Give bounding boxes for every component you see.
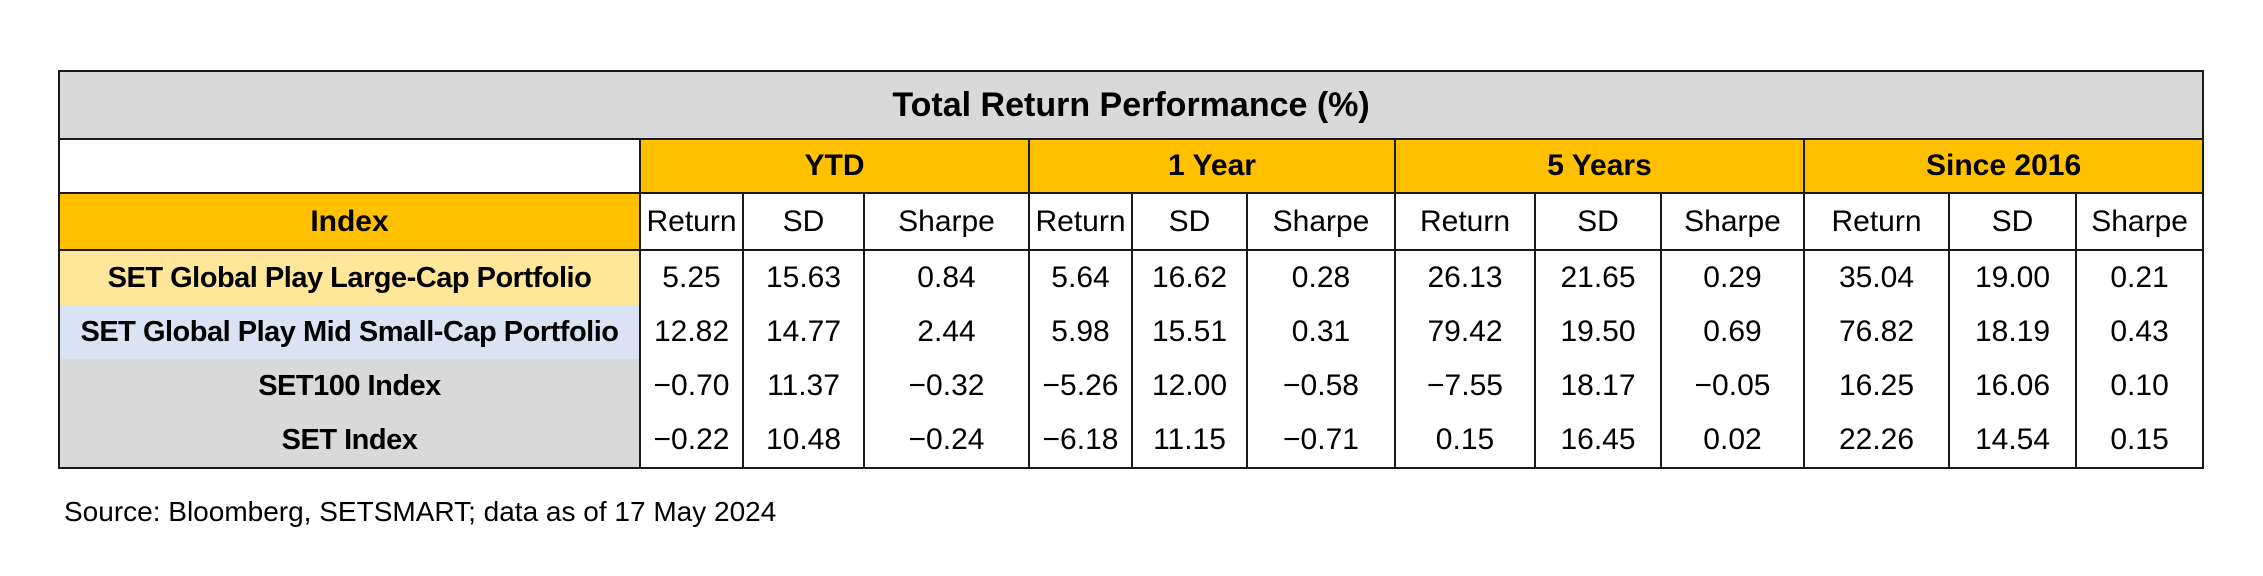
table-cell: 15.51 xyxy=(1151,315,1228,348)
period-header-5-years: 5 Years xyxy=(1394,138,1805,194)
table-cell: −5.26 xyxy=(1028,359,1133,413)
table-cell: 14.77 xyxy=(765,315,842,348)
metric-header-sharpe: Sharpe xyxy=(1660,193,1805,251)
metric-header-sharpe: Sharpe xyxy=(2074,193,2205,251)
row-label: SET100 Index xyxy=(58,359,641,413)
table-cell: −0.32 xyxy=(863,359,1030,413)
metric-header-sd: SD xyxy=(1132,193,1247,251)
table-cell: 0.43 xyxy=(2074,305,2205,359)
metric-header-return: Return xyxy=(639,193,744,251)
table-title: Total Return Performance (%) xyxy=(57,70,2205,140)
table-cell: 14.54 xyxy=(1949,413,2076,469)
table-cell: 16.62 xyxy=(1151,261,1228,294)
index-column-header: Index xyxy=(58,192,641,251)
table-row: SET Index −0.22 10.48 −0.24 −6.18 11.15 −0.71 0… xyxy=(58,413,2205,469)
metric-header-sd: SD xyxy=(1535,193,1661,251)
table-cell: 12.00 xyxy=(1151,369,1228,402)
table-cell: 5.98 xyxy=(1028,305,1133,359)
table-cell: 2.44 xyxy=(863,305,1030,359)
period-header-since-2016: Since 2016 xyxy=(1802,138,2205,194)
table-cell: 11.15 xyxy=(1132,413,1247,469)
table-cell: 5.25 xyxy=(639,250,744,305)
metric-header-sd: SD xyxy=(1949,193,2076,251)
metric-header-return: Return xyxy=(1803,193,1950,251)
table-cell: 18.17 xyxy=(1560,369,1636,402)
table-cell: 0.21 xyxy=(2074,250,2205,305)
performance-table: Total Return Performance (%) YTD 1 Year … xyxy=(57,70,2205,469)
metric-header-sharpe: Sharpe xyxy=(863,193,1030,251)
table-cell: 19.50 xyxy=(1560,315,1636,348)
metric-header-sd: SD xyxy=(743,193,864,251)
metric-header-sharpe: Sharpe xyxy=(1246,193,1396,251)
table-cell: −0.71 xyxy=(1246,413,1396,469)
table-cell: 35.04 xyxy=(1803,250,1950,305)
table-cell: −6.18 xyxy=(1028,413,1133,469)
table-cell: 26.13 xyxy=(1394,250,1536,305)
table-cell: 0.84 xyxy=(863,250,1030,305)
table-cell: −0.70 xyxy=(639,359,744,413)
table-cell: 11.37 xyxy=(767,369,840,402)
metric-header-return: Return xyxy=(1394,193,1536,251)
table-cell: 19.00 xyxy=(1974,261,2051,294)
table-cell: 12.82 xyxy=(639,305,744,359)
row-label: SET Global Play Mid Small-Cap Portfolio xyxy=(58,305,641,359)
table-cell: −0.24 xyxy=(863,413,1030,469)
table-cell: 0.15 xyxy=(1394,413,1536,469)
table-cell: 76.82 xyxy=(1803,305,1950,359)
table-cell: 16.25 xyxy=(1803,359,1950,413)
table-cell: 0.15 xyxy=(2074,413,2205,469)
table-cell: 16.06 xyxy=(1974,369,2051,402)
table-cell: −0.58 xyxy=(1246,359,1396,413)
table-row: SET Global Play Large-Cap Portfolio 5.25 1… xyxy=(58,250,2205,305)
table-cell: 18.19 xyxy=(1974,315,2051,348)
table-cell: 22.26 xyxy=(1803,413,1950,469)
row-label: SET Index xyxy=(58,413,641,469)
table-cell: 0.02 xyxy=(1660,413,1805,469)
table-cell: 16.45 xyxy=(1535,413,1661,469)
table-cell: −7.55 xyxy=(1394,359,1536,413)
metric-header-return: Return xyxy=(1028,193,1133,251)
row-label: SET Global Play Large-Cap Portfolio xyxy=(58,250,641,305)
table-cell: 10.48 xyxy=(743,413,864,469)
table-cell: 15.63 xyxy=(765,261,842,294)
table-cell: 79.42 xyxy=(1394,305,1536,359)
table-cell: 0.69 xyxy=(1660,305,1805,359)
table-cell: −0.22 xyxy=(639,413,744,469)
table-cell: 0.31 xyxy=(1246,305,1396,359)
table-cell: 0.29 xyxy=(1660,250,1805,305)
source-note: Source: Bloomberg, SETSMART; data as of … xyxy=(64,496,777,527)
table-cell: 21.65 xyxy=(1560,261,1636,294)
table-cell: 5.64 xyxy=(1028,250,1133,305)
blank-header-cell xyxy=(58,138,641,194)
period-header-1-year: 1 Year xyxy=(1028,138,1396,194)
table-row: SET Global Play Mid Small-Cap Portfolio 1… xyxy=(58,305,2205,359)
table-cell: −0.05 xyxy=(1660,359,1805,413)
period-header-ytd: YTD xyxy=(639,138,1030,194)
table-cell: 0.10 xyxy=(2074,359,2205,413)
table-row: SET100 Index −0.70 11.37 −0.32 −5.26 12.00 −0.… xyxy=(58,359,2205,413)
table-cell: 0.28 xyxy=(1246,250,1396,305)
